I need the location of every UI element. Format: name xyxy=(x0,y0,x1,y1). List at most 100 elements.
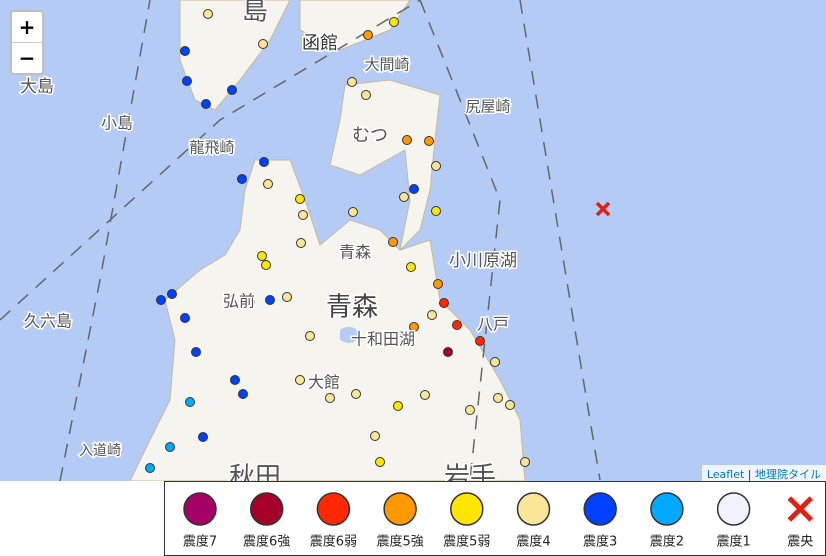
intensity-marker xyxy=(402,135,412,145)
intensity-marker xyxy=(257,251,267,261)
place-label: 大館 xyxy=(308,373,340,392)
intensity-marker xyxy=(520,457,530,467)
intensity-marker xyxy=(389,17,399,27)
legend-label: 震度6弱 xyxy=(310,534,357,550)
land xyxy=(179,0,291,111)
intensity-marker xyxy=(295,194,305,204)
intensity-marker xyxy=(420,390,430,400)
intensity-marker xyxy=(230,375,240,385)
intensity-marker xyxy=(305,331,315,341)
intensity-marker xyxy=(351,389,361,399)
lake xyxy=(340,326,360,343)
intensity-marker xyxy=(282,292,292,302)
intensity-marker xyxy=(433,279,443,289)
intensity-marker xyxy=(259,157,269,167)
land xyxy=(129,159,526,481)
intensity-marker xyxy=(180,313,190,323)
boundary xyxy=(0,0,601,481)
intensity-marker xyxy=(375,457,385,467)
zoom-in[interactable]: + xyxy=(12,12,42,43)
intensity-marker xyxy=(225,295,235,305)
intensity-marker xyxy=(505,400,515,410)
place-label: 島 xyxy=(242,0,268,27)
intensity-marker xyxy=(185,397,195,407)
attribution-link[interactable]: Leaflet xyxy=(706,468,745,481)
intensity-marker xyxy=(443,347,453,357)
intensity-marker xyxy=(406,262,416,272)
intensity-marker xyxy=(347,77,357,87)
intensity-marker xyxy=(388,237,398,247)
legend-label: 震度6強 xyxy=(243,534,290,550)
place-label: 十和田湖 xyxy=(351,330,415,349)
intensity-marker xyxy=(198,432,208,442)
intensity-marker xyxy=(465,405,475,415)
intensity-marker xyxy=(393,401,403,411)
intensity-marker xyxy=(258,39,268,49)
intensity-marker xyxy=(263,179,273,189)
intensity-marker xyxy=(295,375,305,385)
legend-label: 震度7 xyxy=(183,534,217,550)
intensity-marker xyxy=(145,463,155,473)
attribution-link[interactable]: 地理院タイル xyxy=(755,468,821,481)
intensity-marker xyxy=(363,30,373,40)
place-label: 函館 xyxy=(302,33,338,54)
intensity-marker xyxy=(167,289,177,299)
attribution: Leaflet | 地理院タイル xyxy=(701,465,826,483)
intensity-marker xyxy=(201,99,211,109)
place-label: 入道崎 xyxy=(79,443,121,459)
intensity-marker xyxy=(261,260,271,270)
intensity-marker xyxy=(439,298,449,308)
intensity-marker xyxy=(490,357,500,367)
intensity-marker xyxy=(427,310,437,320)
legend-label: 震度1 xyxy=(716,534,750,550)
place-label: 秋田 xyxy=(229,463,281,482)
place-label: 小島 xyxy=(101,114,133,133)
intensity-marker xyxy=(452,320,462,330)
legend: 震度7 震度6強 震度6弱 震度5強 震度5弱 震度4 震度3 震度2 震度1 震央 xyxy=(164,481,826,556)
legend-swatch xyxy=(450,492,484,526)
intensity-marker xyxy=(409,184,419,194)
intensity-marker xyxy=(182,76,192,86)
place-label: 大島 xyxy=(20,77,54,97)
intensity-marker xyxy=(355,295,365,305)
legend-swatch xyxy=(716,492,751,526)
legend-swatch xyxy=(583,492,617,526)
intensity-marker xyxy=(203,9,213,19)
separator: | xyxy=(747,468,752,481)
place-label: 小川原湖 xyxy=(449,251,517,271)
intensity-marker xyxy=(475,336,485,346)
intensity-marker xyxy=(156,295,166,305)
legend-label: 震央 xyxy=(787,535,813,550)
intensity-marker xyxy=(370,431,380,441)
legend-swatch xyxy=(383,492,417,526)
legend-label: 震度5弱 xyxy=(443,534,490,550)
intensity-marker xyxy=(191,347,201,357)
place-label: 弘前 xyxy=(223,292,255,311)
zoom-control: + − xyxy=(10,10,44,75)
epicenter-marker xyxy=(595,201,611,217)
place-label: 青森 xyxy=(339,243,371,262)
intensity-marker xyxy=(325,393,335,403)
place-label: 八戸 xyxy=(477,315,509,334)
legend-swatch xyxy=(787,496,814,522)
place-label: 青森 xyxy=(326,293,378,323)
legend-label: 震度3 xyxy=(583,534,617,550)
intensity-marker xyxy=(296,238,306,248)
intensity-marker xyxy=(424,136,434,146)
place-label: 久六島 xyxy=(24,312,72,331)
place-label: むつ xyxy=(352,125,388,146)
intensity-marker xyxy=(180,46,190,56)
legend-label: 震度5強 xyxy=(376,534,423,550)
land xyxy=(299,0,411,51)
zoom-out[interactable]: − xyxy=(18,46,36,70)
intensity-marker xyxy=(165,442,175,452)
place-label: 大間崎 xyxy=(364,56,409,74)
legend-swatch xyxy=(316,492,351,526)
intensity-marker xyxy=(431,206,441,216)
intensity-marker xyxy=(265,295,275,305)
place-label: 岩手 xyxy=(444,463,496,482)
intensity-marker xyxy=(238,389,248,399)
place-label: 龍飛崎 xyxy=(189,139,234,157)
legend-swatch xyxy=(183,492,217,526)
